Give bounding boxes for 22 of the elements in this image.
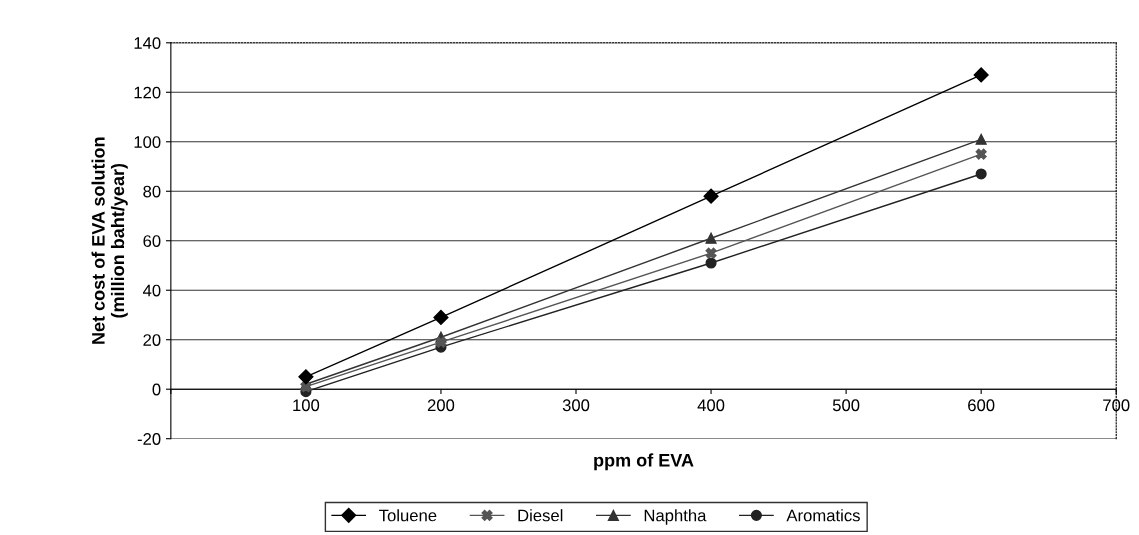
- x-tick-label: 100: [293, 399, 320, 412]
- y-tick-label: 120: [134, 86, 161, 99]
- y-tick-label: 80: [143, 185, 161, 198]
- legend-label: Aromatics: [786, 509, 860, 522]
- y-tick-label: -20: [137, 433, 161, 445]
- y-tick-label: 100: [134, 136, 161, 148]
- x-tick-label: 300: [562, 399, 590, 412]
- x-tick-label: 400: [697, 399, 725, 412]
- y-tick-label: 140: [134, 37, 161, 49]
- y-tick-label: 40: [142, 284, 161, 297]
- x-tick-label: 500: [832, 399, 860, 412]
- legend-label: Naphtha: [644, 509, 707, 525]
- x-tick-label: 200: [427, 399, 455, 412]
- y-tick-label: 20: [143, 334, 161, 346]
- y-tick-label: 60: [143, 235, 161, 247]
- y-tick-label: 0: [152, 383, 161, 396]
- legend-label: Toluene: [379, 509, 437, 522]
- x-axis-title: ppm of EVA: [594, 453, 694, 471]
- legend-label: Diesel: [518, 509, 563, 522]
- x-tick-label: 700: [1103, 399, 1130, 412]
- y-axis-title: Net cost of EVA solution (million baht/year): [91, 137, 128, 344]
- x-tick-label: 600: [968, 399, 995, 412]
